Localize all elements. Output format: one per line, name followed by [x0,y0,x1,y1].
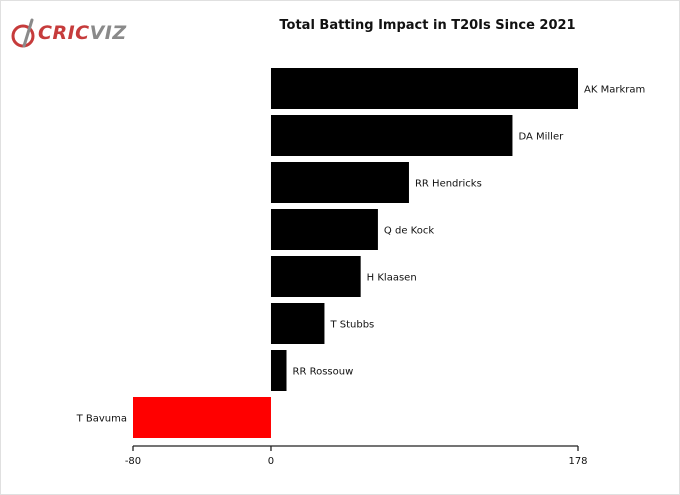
bar-label-3: Q de Kock [384,226,434,237]
cricviz-logo [10,14,120,54]
bar-4 [270,256,361,297]
bar-label-0: AK Markram [584,85,645,96]
bar-label-2: RR Hendricks [415,179,482,190]
chart-title: Total Batting Impact in T20Is Since 2021 [279,18,576,33]
bar-5 [270,303,325,344]
bar-3 [270,209,378,250]
brand-name: CRICVIZ [38,22,127,44]
bar-6 [270,350,287,391]
bar-0 [270,68,578,109]
bar-7 [133,397,271,438]
bar-label-1: DA Miller [518,132,564,143]
x-tick-label-2: 178 [568,456,587,467]
cricket-bat-ball-icon [11,18,35,48]
brand-part-1: CRIC [38,22,90,44]
bar-label-7: T Bavuma [76,414,127,425]
bar-1 [270,115,513,156]
bar-label-4: H Klaasen [367,273,417,284]
x-tick-label-0: -80 [125,456,141,467]
bar-label-5: T Stubbs [329,320,374,331]
bar-2 [270,162,409,203]
brand-part-2: VIZ [89,22,127,44]
bar-label-6: RR Rossouw [293,367,354,378]
x-tick-label-1: 0 [268,456,274,467]
